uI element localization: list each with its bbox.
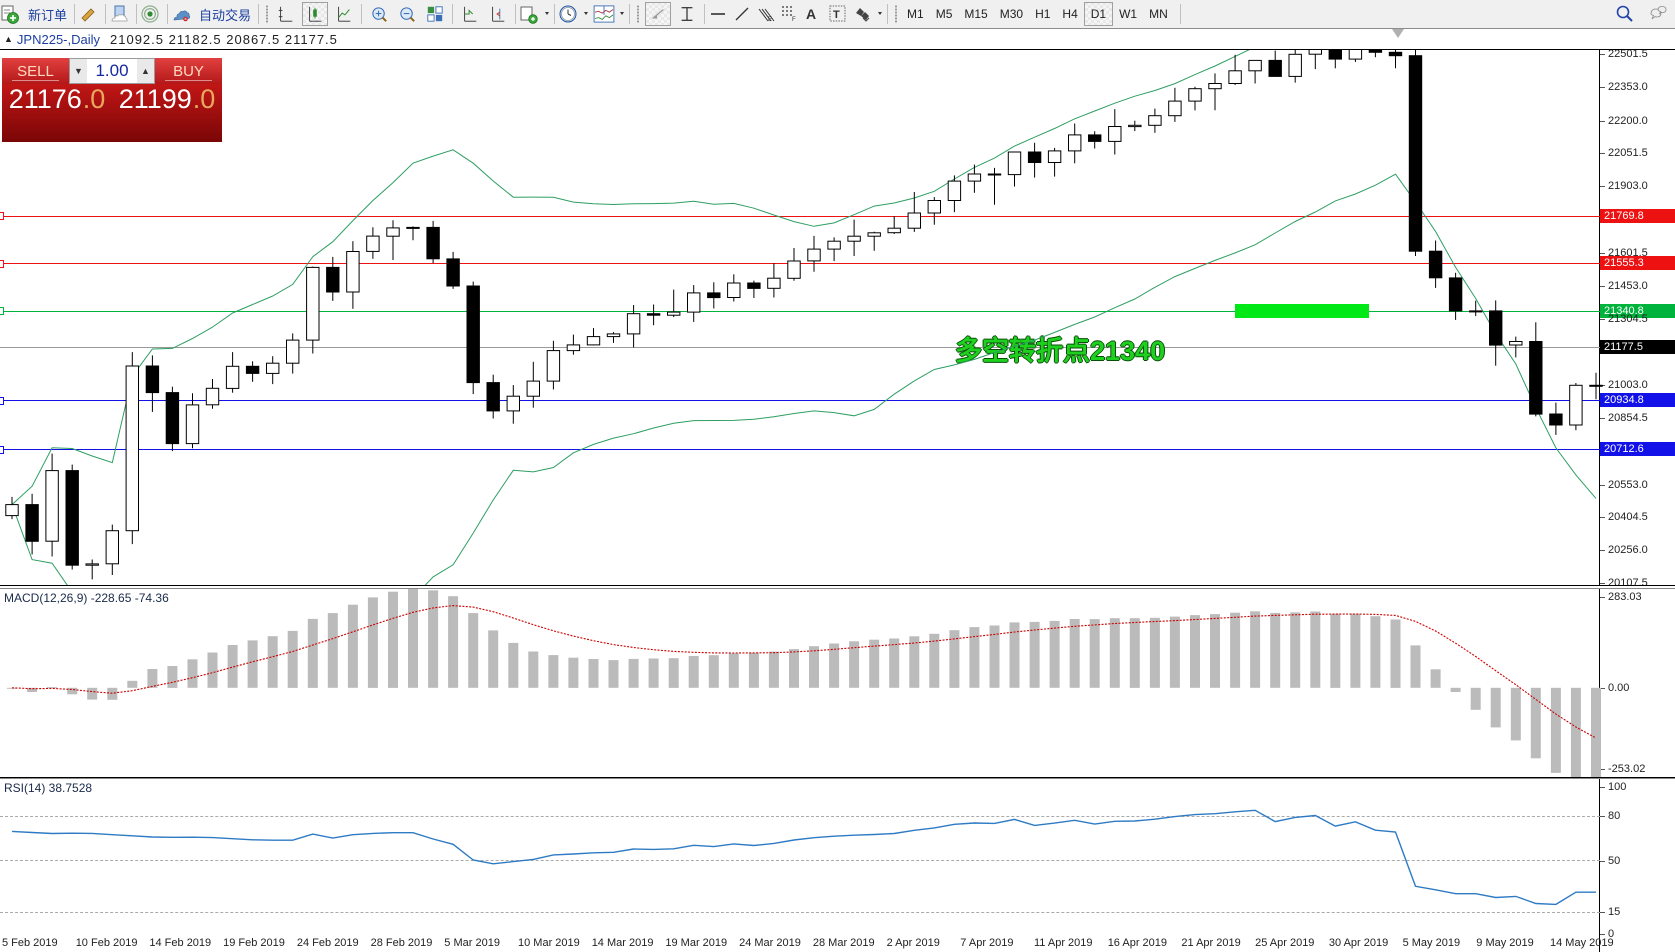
- svg-text:T: T: [833, 9, 840, 21]
- svg-text:E: E: [768, 17, 772, 23]
- svg-text:A: A: [806, 6, 816, 22]
- svg-text:F: F: [792, 17, 796, 23]
